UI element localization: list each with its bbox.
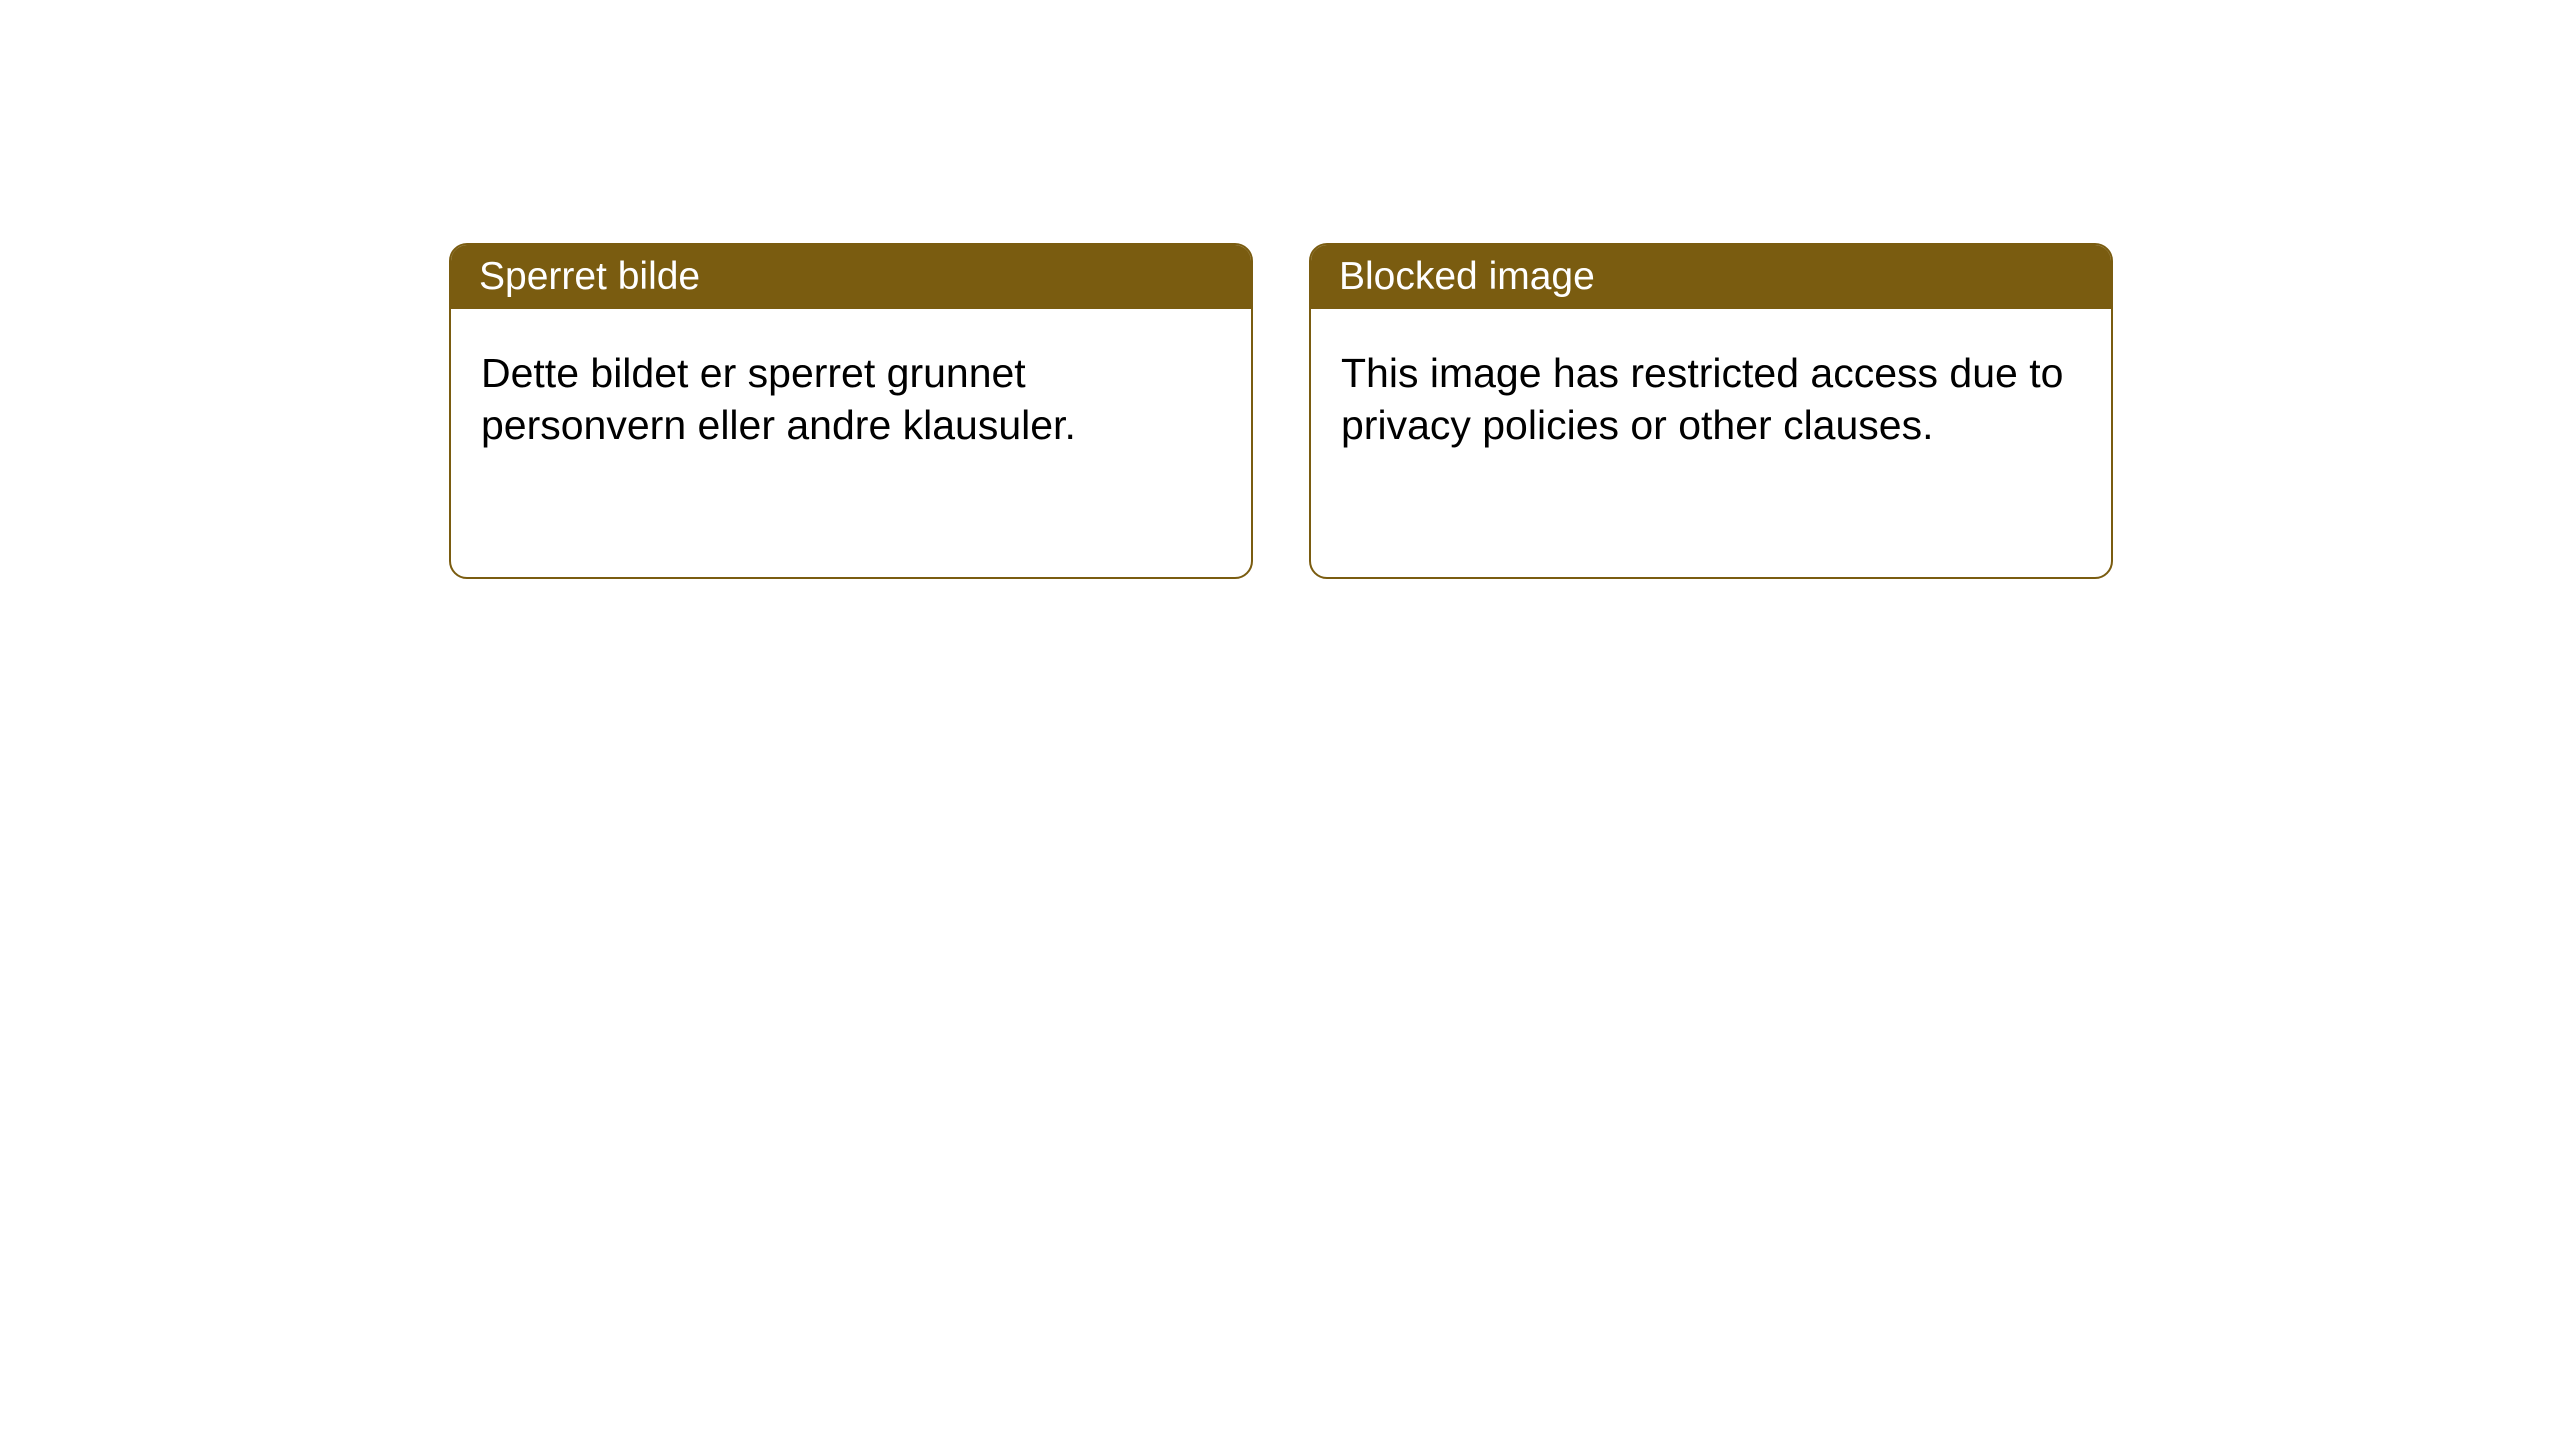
card-body-text-en: This image has restricted access due to … <box>1341 350 2063 448</box>
card-body-text-no: Dette bildet er sperret grunnet personve… <box>481 350 1076 448</box>
card-body-en: This image has restricted access due to … <box>1311 309 2111 490</box>
card-title-en: Blocked image <box>1339 255 1595 298</box>
card-container: Sperret bilde Dette bildet er sperret gr… <box>0 0 2560 579</box>
blocked-image-card-no: Sperret bilde Dette bildet er sperret gr… <box>449 243 1253 579</box>
card-header-en: Blocked image <box>1311 245 2111 309</box>
card-body-no: Dette bildet er sperret grunnet personve… <box>451 309 1251 490</box>
card-header-no: Sperret bilde <box>451 245 1251 309</box>
blocked-image-card-en: Blocked image This image has restricted … <box>1309 243 2113 579</box>
card-title-no: Sperret bilde <box>479 255 700 298</box>
